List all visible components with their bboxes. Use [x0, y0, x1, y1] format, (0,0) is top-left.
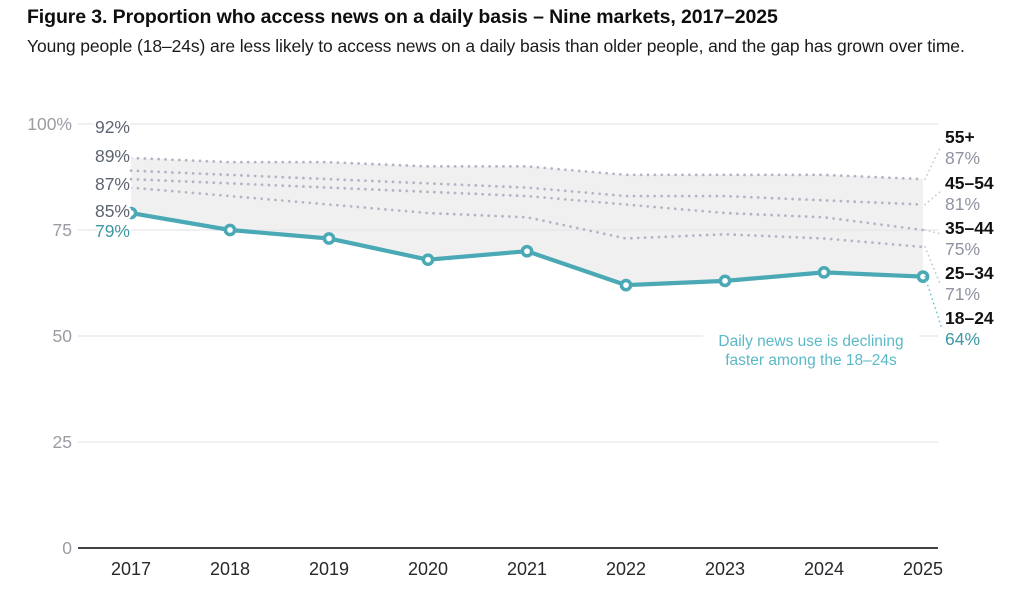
y-tick-label: 100% — [27, 114, 72, 134]
series-start-value-55plus: 92% — [95, 117, 130, 137]
data-point-marker — [817, 266, 831, 279]
y-tick-label: 75 — [53, 220, 72, 240]
leader-line-45-54 — [924, 190, 942, 206]
series-start-value-35-44: 87% — [95, 174, 130, 194]
series-end-value-18-24: 64% — [945, 329, 980, 349]
series-start-value-18-24: 79% — [95, 221, 130, 241]
x-tick-label: 2021 — [507, 559, 547, 579]
series-end-value-25-34: 71% — [945, 284, 980, 304]
series-line-55plus — [129, 156, 925, 181]
leader-line-55plus — [924, 145, 942, 180]
data-point-marker — [124, 206, 138, 220]
series-name-label-18-24: 18–24 — [945, 308, 994, 328]
figure-title: Figure 3. Proportion who access news on … — [27, 6, 778, 28]
series-line-45-54 — [129, 169, 925, 206]
series-start-value-25-34: 85% — [95, 201, 130, 221]
data-point-marker — [322, 232, 336, 245]
series-name-label-55plus: 55+ — [945, 127, 975, 147]
series-name-label-35-44: 35–44 — [945, 218, 994, 238]
y-tick-label: 50 — [53, 326, 73, 346]
x-tick-label: 2023 — [705, 559, 745, 579]
x-tick-label: 2020 — [408, 559, 448, 579]
x-tick-label: 2025 — [903, 559, 943, 579]
figure-header: Figure 3. Proportion who access news on … — [27, 6, 1017, 57]
y-tick-label: 25 — [53, 432, 72, 452]
data-point-marker — [916, 270, 930, 283]
data-point-marker — [619, 278, 633, 292]
series-end-value-35-44: 75% — [945, 239, 980, 259]
series-start-value-45-54: 89% — [95, 146, 130, 166]
x-tick-label: 2017 — [111, 559, 151, 579]
series-end-value-55plus: 87% — [945, 148, 980, 168]
data-point-marker — [520, 244, 534, 258]
annotation-text: Daily news use is declining — [718, 333, 903, 350]
y-tick-label: 0 — [62, 538, 72, 558]
age-gap-band — [131, 157, 923, 286]
series-name-label-25-34: 25–34 — [945, 263, 994, 283]
leader-line-35-44 — [924, 229, 942, 235]
x-tick-label: 2018 — [210, 559, 250, 579]
x-tick-label: 2019 — [309, 559, 349, 579]
x-tick-label: 2022 — [606, 559, 646, 579]
figure-subtitle: Young people (18–24s) are less likely to… — [27, 36, 965, 56]
series-line-35-44 — [129, 177, 925, 232]
data-point-marker — [223, 223, 237, 237]
data-point-marker — [421, 253, 435, 267]
series-end-value-45-54: 81% — [945, 194, 980, 214]
x-tick-label: 2024 — [804, 559, 844, 579]
series-name-label-45-54: 45–54 — [945, 173, 994, 193]
leader-line-18-24 — [924, 275, 942, 327]
annotation-background — [703, 327, 919, 374]
data-point-marker — [718, 274, 732, 288]
annotation-text: faster among the 18–24s — [725, 352, 897, 369]
series-line-25-34 — [129, 186, 925, 249]
